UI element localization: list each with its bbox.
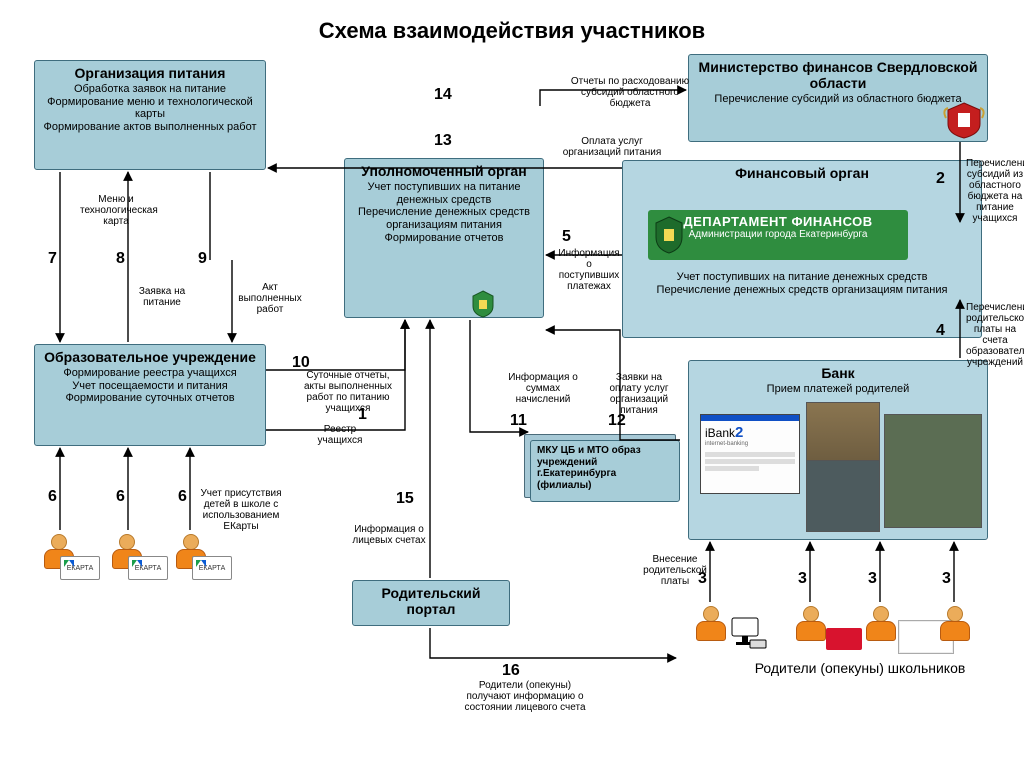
edge-label: Оплата услуг организаций питания: [552, 136, 672, 158]
edge-number: 8: [116, 250, 125, 268]
edge-label: Заявка на питание: [138, 286, 186, 308]
edge-number: 4: [936, 322, 945, 340]
edge-label: Родители (опекуны) получают информацию о…: [460, 680, 590, 713]
edge-number: 11: [510, 412, 527, 430]
edge-label: Перечисление субсидий из областного бюдж…: [966, 158, 1024, 224]
ibank-window: iBank2internet-banking: [700, 414, 800, 494]
ecard-icon: ЕКАРТА: [128, 556, 168, 580]
dept-line2: Администрации города Екатеринбурга: [654, 229, 902, 240]
parent-icon: [696, 606, 726, 641]
dept-line1: ДЕПАРТАМЕНТ ФИНАНСОВ: [654, 214, 902, 229]
bank-hall-photo-icon: [884, 414, 982, 528]
parent-icon: [866, 606, 896, 641]
ecard-icon: ЕКАРТА: [192, 556, 232, 580]
edge-number: 16: [502, 662, 520, 680]
edge-number: 6: [178, 488, 187, 506]
edge-number: 6: [48, 488, 57, 506]
edge-number: 5: [562, 228, 571, 246]
ecard-icon: ЕКАРТА: [60, 556, 100, 580]
parent-icon: [940, 606, 970, 641]
edge-number: 3: [942, 570, 951, 588]
edge-number: 3: [798, 570, 807, 588]
parents-caption: Родители (опекуны) школьников: [720, 660, 1000, 676]
ekb-crest-icon: [652, 215, 686, 255]
edge-label: Информация о суммах начислений: [508, 372, 578, 405]
diagram-title: Схема взаимодействия участников: [0, 18, 1024, 44]
edge-label: Перечисление родительской платы на счета…: [966, 302, 1024, 368]
edge-number: 13: [434, 132, 452, 150]
edge-number: 3: [868, 570, 877, 588]
edge-label: Меню и технологическая карта: [80, 194, 152, 227]
edge-label: Учет присутствия детей в школе с использ…: [196, 488, 286, 532]
node-auth-body: Уполномоченный органУчет поступивших на …: [344, 158, 544, 318]
edge-label: Реестр учащихся: [300, 424, 380, 446]
edge-label: Информация о лицевых счетах: [350, 524, 428, 546]
atm-photo-icon: [806, 460, 880, 532]
edge-label: Отчеты по расходованию субсидий областно…: [570, 76, 690, 109]
edge-number: 15: [396, 490, 414, 508]
edge-number: 14: [434, 86, 452, 104]
node-mku: МКУ ЦБ и МТО образ учреждений г.Екатерин…: [530, 440, 680, 502]
edge-number: 6: [116, 488, 125, 506]
edge-label: Заявки на оплату услуг организаций питан…: [602, 372, 676, 416]
edge-label: Суточные отчеты, акты выполненных работ …: [298, 370, 398, 414]
node-portal: Родительский портал: [352, 580, 510, 626]
ekb-crest-small-icon: [470, 290, 496, 318]
parent-icon: [796, 606, 826, 641]
sverdlovsk-crest-icon: [942, 100, 986, 140]
diagram-stage: Схема взаимодействия участников Организа…: [0, 0, 1024, 767]
bank-card-icon: [826, 628, 862, 650]
edge-number: 9: [198, 250, 207, 268]
node-org-food: Организация питанияОбработка заявок на п…: [34, 60, 266, 170]
edge-label: Акт выполненных работ: [238, 282, 302, 315]
edge-number: 2: [936, 170, 945, 188]
edge-number: 7: [48, 250, 57, 268]
dept-finance-banner: ДЕПАРТАМЕНТ ФИНАНСОВ Администрации город…: [648, 210, 908, 260]
node-edu: Образовательное учреждениеФормирование р…: [34, 344, 266, 446]
pc-icon: [730, 616, 768, 655]
edge-label: Информация о поступивших платежах: [556, 248, 622, 292]
edge-label: Внесение родительской платы: [640, 554, 710, 587]
